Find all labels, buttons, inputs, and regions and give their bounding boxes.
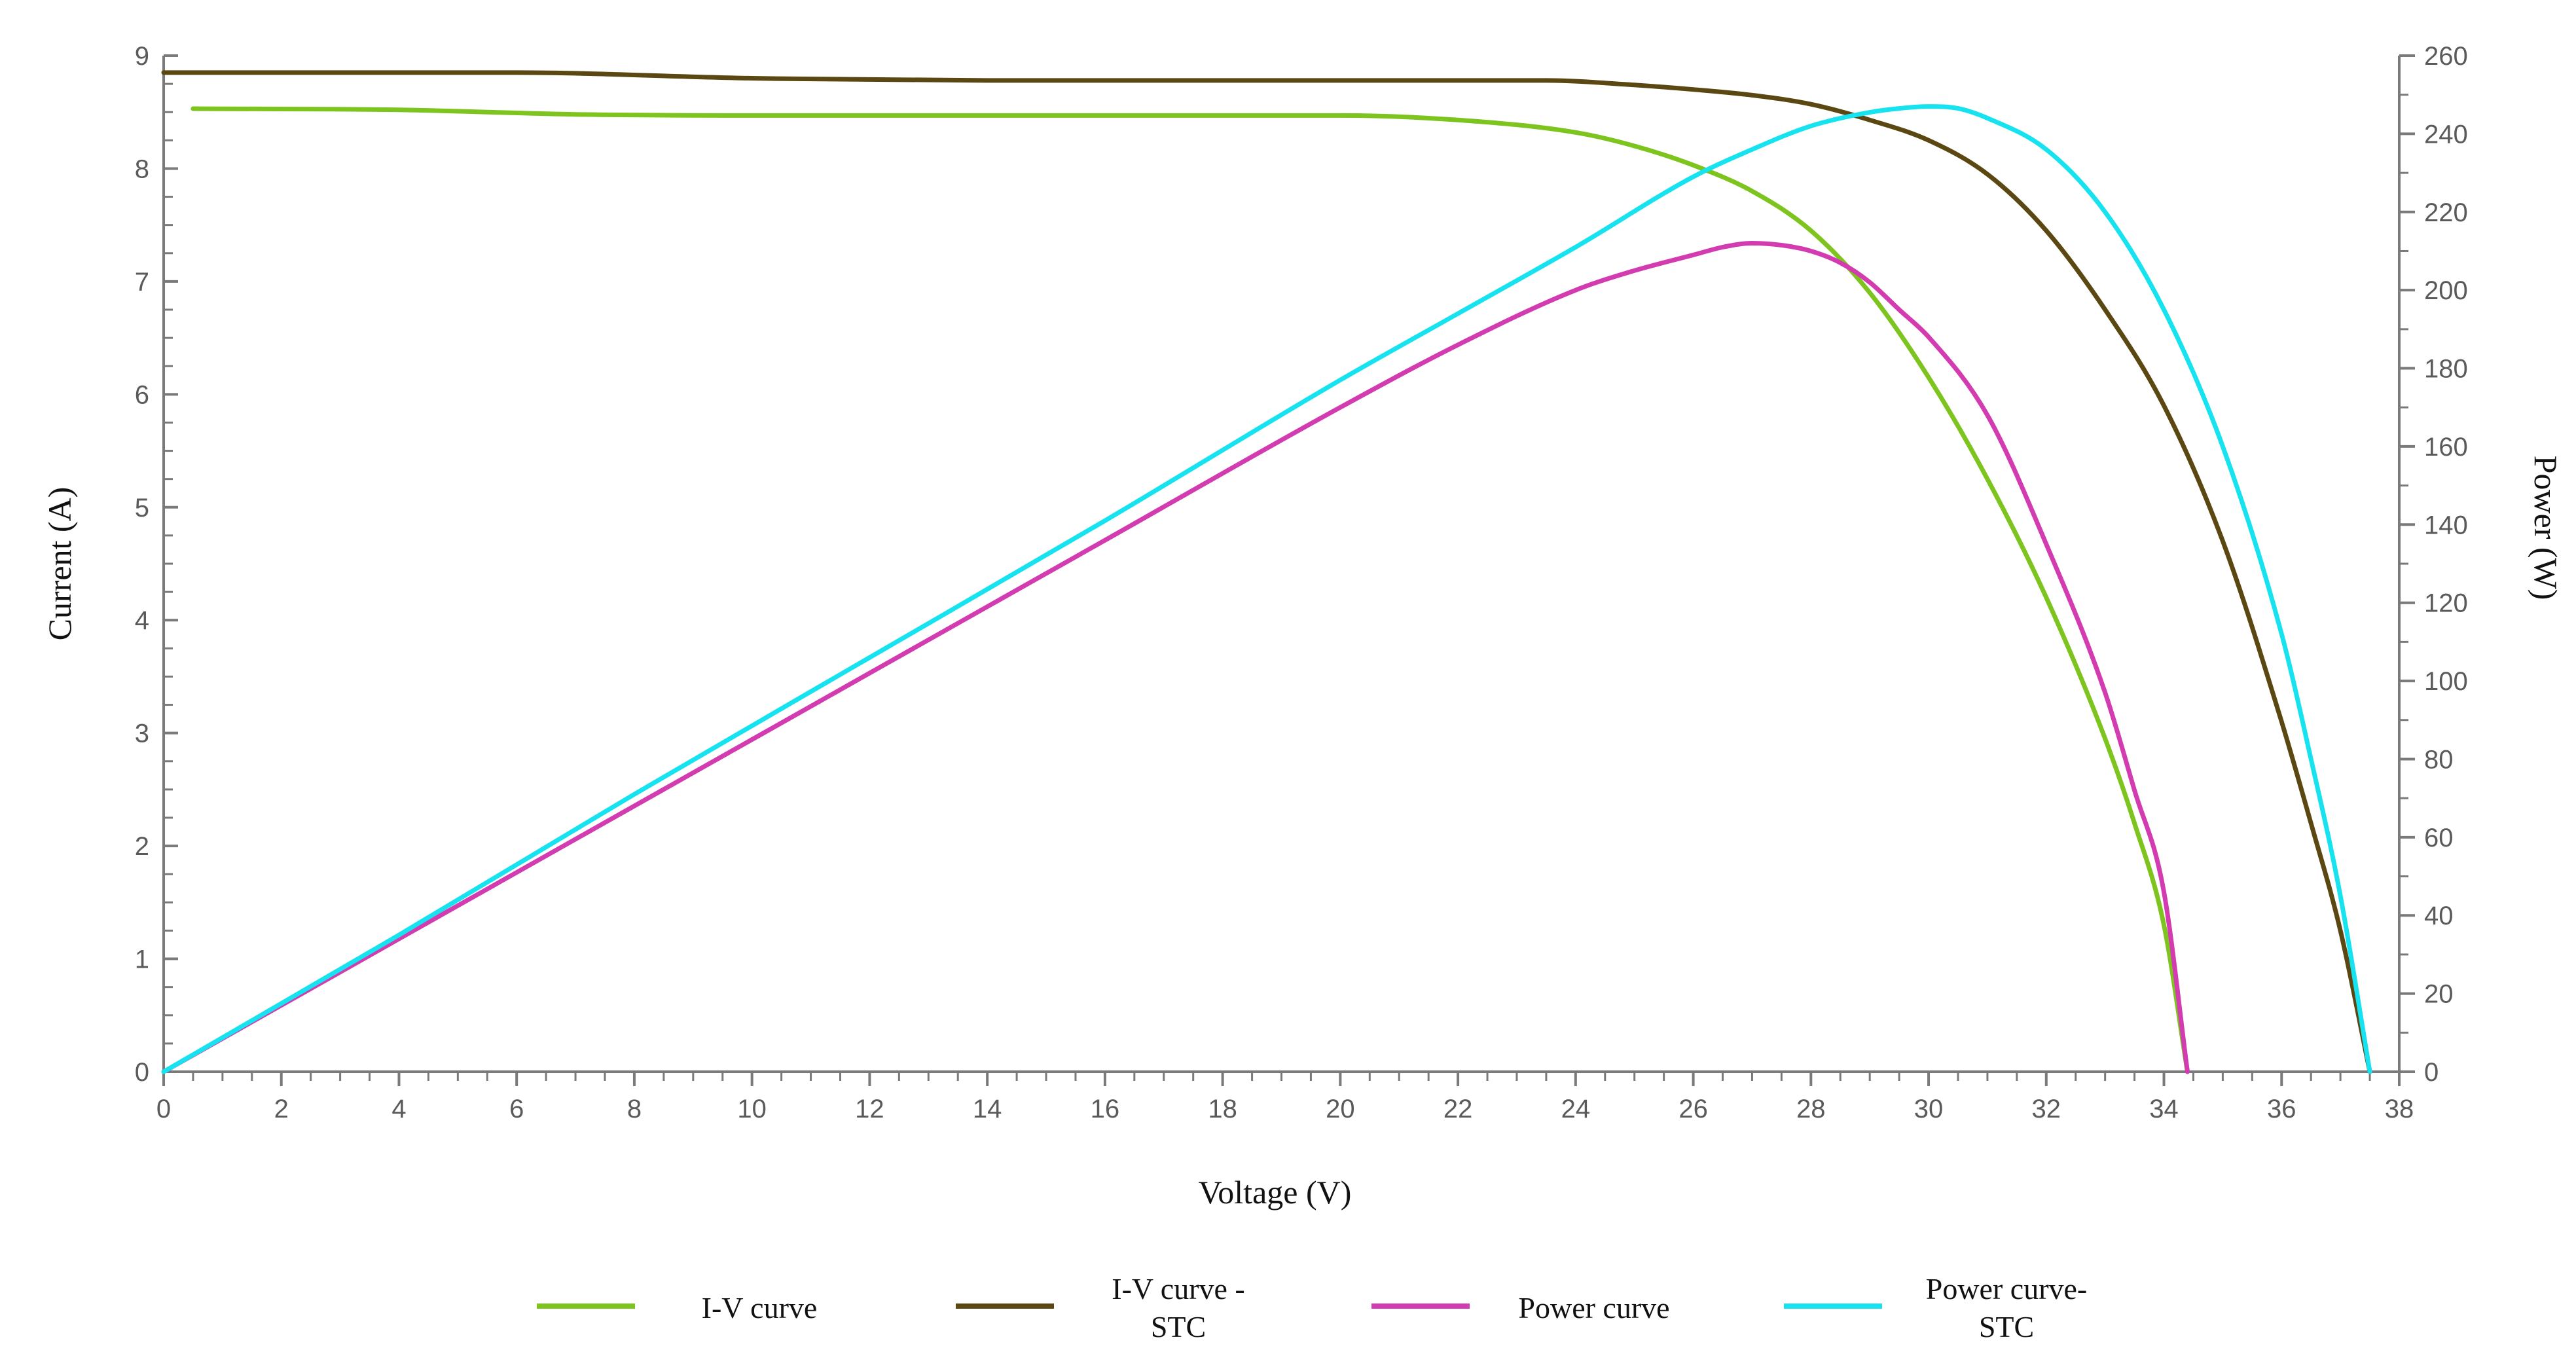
y-left-tick-label: 3 <box>135 720 149 748</box>
y-left-tick-label: 5 <box>135 494 149 522</box>
x-tick-label: 22 <box>1443 1095 1473 1123</box>
x-tick-label: 34 <box>2149 1095 2179 1123</box>
y-right-tick-label: 240 <box>2424 120 2468 149</box>
x-tick-label: 6 <box>509 1095 524 1123</box>
y-right-tick-label: 180 <box>2424 355 2468 384</box>
x-tick-label: 12 <box>855 1095 884 1123</box>
series-line-i-v-curve-stc <box>161 70 2372 1074</box>
x-tick-label: 24 <box>1561 1095 1591 1123</box>
x-tick-label: 38 <box>2385 1095 2414 1123</box>
ticks: 0 2 4 6 8 10 12 14 16 18 20 22 24 26 28 30 32 34 36 3801234… <box>135 42 2468 1123</box>
legend-label: I-V curve - <box>1112 1272 1245 1305</box>
y-right-tick-label: 0 <box>2424 1058 2439 1087</box>
y-right-tick-label: 220 <box>2424 198 2468 227</box>
y-left-tick-label: 2 <box>135 832 149 861</box>
y-left-tick-label: 7 <box>135 268 149 297</box>
y-left-tick-label: 9 <box>135 42 149 71</box>
legend-item: I-V curve - STC <box>956 1272 1245 1343</box>
x-tick-label: 20 <box>1326 1095 1355 1123</box>
y-right-tick-label: 60 <box>2424 824 2454 852</box>
x-tick-label: 26 <box>1678 1095 1708 1123</box>
x-tick-label: 28 <box>1796 1095 1826 1123</box>
legend-item: Power curve <box>1371 1291 1670 1324</box>
x-tick-label: 36 <box>2267 1095 2296 1123</box>
y-right-tick-label: 100 <box>2424 667 2468 696</box>
y-left-tick-label: 6 <box>135 380 149 409</box>
x-tick-label: 10 <box>737 1095 767 1123</box>
x-tick-label: 2 <box>274 1095 289 1123</box>
series-line-power-curve <box>161 241 2190 1074</box>
legend-label: I-V curve <box>702 1291 818 1324</box>
x-axis-title: Voltage (V) <box>1199 1174 1352 1211</box>
y-left-tick-label: 1 <box>135 945 149 974</box>
legend-label: STC <box>1979 1310 2034 1343</box>
y-left-tick-label: 8 <box>135 155 149 183</box>
legend: I-V curve I-V curve - STC Power curve Power … <box>537 1272 2087 1343</box>
y-right-tick-label: 20 <box>2424 980 2454 1009</box>
y-left-tick-label: 4 <box>135 606 149 635</box>
legend-label: STC <box>1151 1310 1206 1343</box>
x-tick-label: 0 <box>156 1095 171 1123</box>
y-left-axis-title: Current (A) <box>41 487 78 641</box>
legend-label: Power curve- <box>1926 1272 2088 1305</box>
y-right-tick-label: 80 <box>2424 745 2454 774</box>
y-right-tick-label: 120 <box>2424 589 2468 618</box>
legend-item: I-V curve <box>537 1291 817 1324</box>
y-right-tick-label: 260 <box>2424 42 2468 71</box>
axes <box>162 56 2401 1073</box>
x-tick-label: 16 <box>1091 1095 1120 1123</box>
legend-item: Power curve- STC <box>1784 1272 2087 1343</box>
series-line-i-v-curve <box>190 106 2190 1074</box>
y-right-tick-label: 140 <box>2424 511 2468 539</box>
legend-label: Power curve <box>1518 1291 1669 1324</box>
y-left-tick-label: 0 <box>135 1058 149 1087</box>
data-series <box>161 70 2372 1074</box>
series-line-power-curve-stc <box>161 104 2372 1074</box>
y-right-tick-label: 200 <box>2424 276 2468 305</box>
y-right-tick-label: 40 <box>2424 902 2454 930</box>
x-tick-label: 14 <box>973 1095 1002 1123</box>
y-right-axis-title: Power (W) <box>2528 456 2564 600</box>
x-tick-label: 8 <box>627 1095 642 1123</box>
x-tick-label: 4 <box>391 1095 406 1123</box>
x-tick-label: 32 <box>2032 1095 2061 1123</box>
x-tick-label: 30 <box>1914 1095 1944 1123</box>
y-right-tick-label: 160 <box>2424 433 2468 462</box>
x-tick-label: 18 <box>1208 1095 1237 1123</box>
